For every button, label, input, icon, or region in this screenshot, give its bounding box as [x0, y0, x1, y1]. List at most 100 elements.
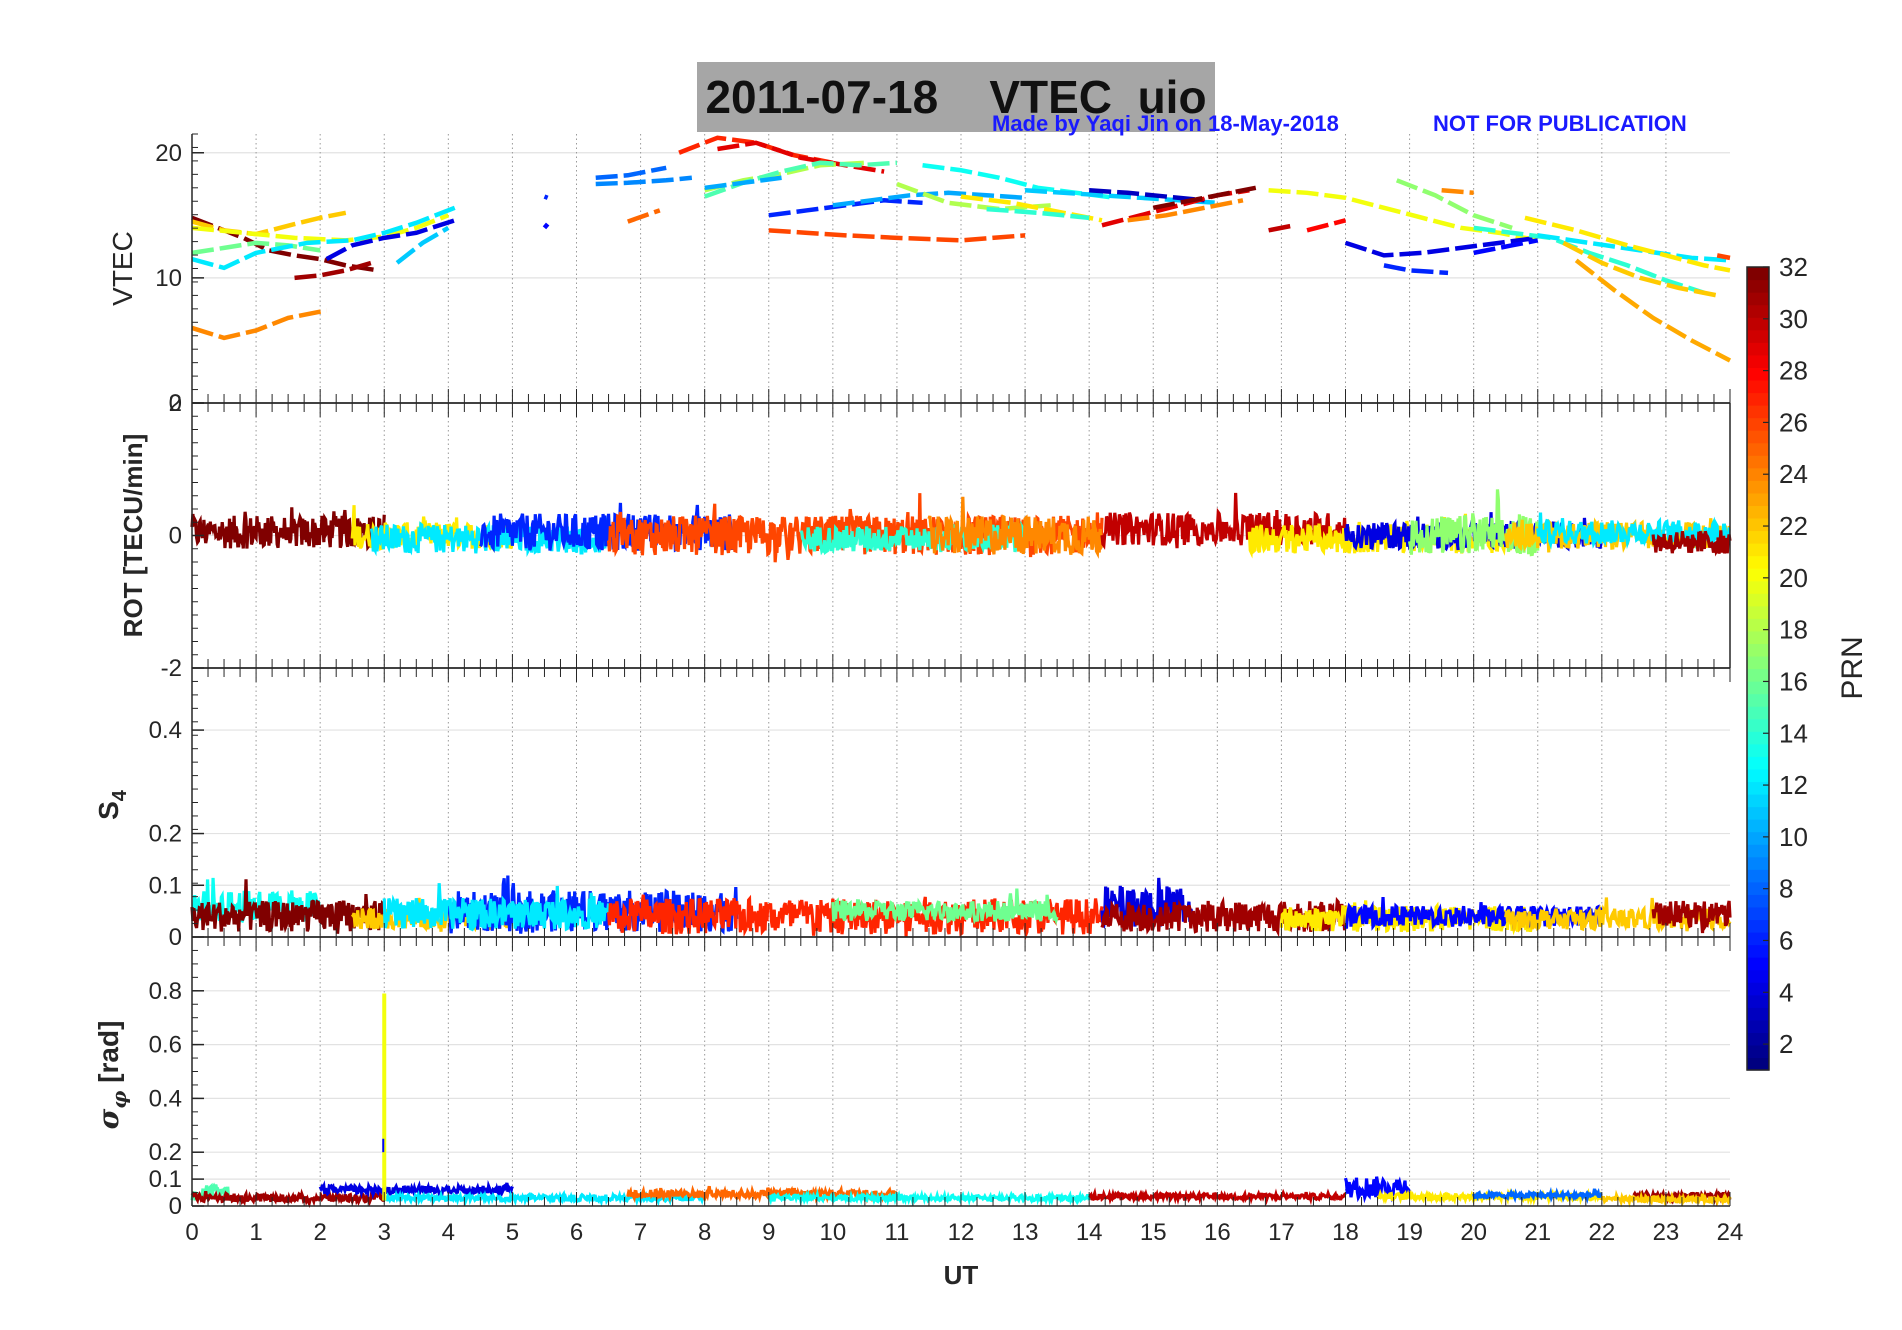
vtec-series-prn-24: [1127, 198, 1244, 223]
colorbar-cell: [1747, 530, 1769, 544]
colorbar-cell: [1747, 505, 1769, 519]
colorbar-cell: [1747, 743, 1769, 757]
x-tick-label: 2: [313, 1219, 326, 1246]
y-tick-label: 0.2: [149, 1139, 182, 1166]
x-tick-label: 8: [698, 1219, 711, 1246]
y-tick-label: 0: [169, 924, 182, 951]
colorbar-cell: [1747, 379, 1769, 394]
colorbar-cell: [1747, 580, 1769, 594]
colorbar-tick-label: 10: [1779, 822, 1808, 852]
colorbar-cell: [1747, 605, 1769, 619]
y-tick-label: 0: [169, 1193, 182, 1220]
rot-trace-prn-31: [1651, 530, 1732, 557]
colorbar-cell: [1747, 292, 1769, 306]
colorbar-tick-label: 8: [1779, 874, 1793, 904]
colorbar-cell: [1747, 543, 1769, 557]
colorbar-tick-label: 18: [1779, 615, 1808, 645]
colorbar-tick-label: 16: [1779, 666, 1808, 696]
x-tick-label: 11: [884, 1219, 909, 1246]
colorbar-cell: [1747, 982, 1769, 996]
rot-trace-prn-12: [1536, 512, 1731, 550]
x-tick-label: 3: [378, 1219, 391, 1246]
credit-text: Made by Yaqi Jin on 18-May-2018: [992, 111, 1339, 136]
colorbar-cell: [1747, 793, 1769, 808]
sigma-phi-ylabel: σφ [rad]: [92, 1021, 131, 1130]
y-tick-label: 0.1: [149, 1166, 182, 1193]
colorbar-cell: [1747, 881, 1769, 895]
vtec-series-prn-24: [1441, 188, 1474, 196]
colorbar-cell: [1747, 681, 1769, 695]
colorbar-label: PRN: [1836, 636, 1869, 699]
x-tick-label: 23: [1653, 1219, 1680, 1246]
vtec-series-prn-5: [1473, 238, 1539, 256]
vtec-series-prn-24: [191, 308, 328, 341]
y-tick-label: 0: [169, 523, 182, 550]
colorbar-cell: [1747, 467, 1769, 481]
rot-ylabel: ROT [TECU/min]: [118, 434, 148, 638]
colorbar-cell: [1747, 392, 1769, 406]
x-tick-label: 4: [442, 1219, 455, 1246]
colorbar-cell: [1747, 931, 1769, 946]
x-tick-label: 15: [1140, 1219, 1167, 1246]
colorbar-cell: [1747, 969, 1769, 983]
colorbar-cell: [1747, 417, 1769, 431]
colorbar-cell: [1747, 919, 1769, 933]
vtec-series-prn-11: [395, 225, 450, 265]
colorbar-tick-label: 2: [1779, 1029, 1793, 1059]
x-tick-label: 14: [1076, 1219, 1103, 1246]
colorbar-cell: [1747, 869, 1769, 883]
vtec-series-prn-5: [542, 222, 550, 230]
s4-ylabel: S4: [93, 789, 131, 820]
vtec-series-prn-22: [191, 210, 347, 237]
colorbar-tick-label: 4: [1779, 977, 1793, 1007]
x-tick-label: 9: [762, 1219, 775, 1246]
colorbar-cell: [1747, 354, 1769, 368]
colorbar-cell: [1747, 718, 1769, 732]
colorbar-cell: [1747, 706, 1769, 720]
colorbar-cell: [1747, 831, 1769, 845]
y-tick-label: 2: [169, 390, 182, 417]
y-tick-label: 0.2: [149, 821, 182, 848]
colorbar-tick-label: 26: [1779, 407, 1808, 437]
colorbar-tick-label: 24: [1779, 459, 1808, 489]
s4-trace-prn-16: [831, 888, 1059, 926]
vtec-ylabel: VTEC: [107, 231, 138, 306]
rot-trace-prn-30: [1100, 492, 1348, 550]
vtec-series-prn-28: [1306, 218, 1347, 233]
colorbar-cell: [1747, 957, 1769, 971]
colorbar-cell: [1747, 894, 1769, 908]
colorbar-cell: [1747, 1057, 1769, 1071]
y-tick-label: 10: [155, 265, 182, 292]
x-tick-label: 1: [249, 1219, 262, 1246]
s4-trace-prn-12: [382, 883, 611, 932]
s4-trace-prn-5: [1343, 897, 1604, 931]
x-tick-label: 5: [506, 1219, 519, 1246]
colorbar-cell: [1747, 693, 1769, 707]
colorbar-cell: [1747, 643, 1769, 657]
x-tick-label: 22: [1588, 1219, 1615, 1246]
x-tick-label: 13: [1012, 1219, 1039, 1246]
x-tick-label: 6: [570, 1219, 583, 1246]
colorbar-cell: [1747, 781, 1769, 795]
colorbar-tick-label: 32: [1779, 252, 1808, 282]
vtec-series-prn-17: [1395, 178, 1513, 230]
x-axis-label: UT: [944, 1260, 979, 1290]
colorbar-tick-label: 22: [1779, 511, 1808, 541]
vtec-series-prn-20: [1268, 188, 1539, 243]
rot-trace-prn-17: [1408, 489, 1540, 557]
x-tick-label: 0: [185, 1219, 198, 1246]
vtec-series-prn-22: [1562, 240, 1718, 298]
vtec-series-prn-9: [595, 175, 693, 187]
colorbar-cell: [1747, 430, 1769, 444]
colorbar-cell: [1747, 317, 1769, 331]
colorbar-cell: [1747, 1019, 1769, 1033]
sigma_phi-trace-prn-25: [626, 1184, 899, 1204]
rot-trace-prn-24: [927, 496, 1103, 559]
y-tick-label: 0.4: [149, 717, 182, 744]
sigma_phi-trace-prn-12: [382, 1189, 706, 1208]
colorbar-cell: [1747, 517, 1769, 532]
colorbar-cell: [1747, 1044, 1769, 1059]
vtec-series-prn-6: [1383, 263, 1449, 276]
colorbar-cell: [1747, 279, 1769, 293]
